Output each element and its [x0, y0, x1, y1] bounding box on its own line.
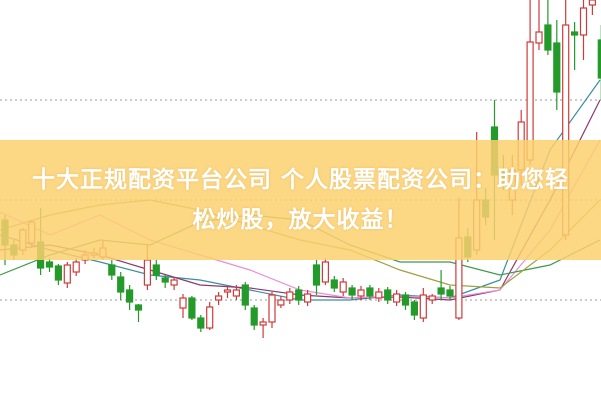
title-banner: 十大正规配资平台公司 个人股票配资公司：助您轻 松炒股，放大收益！	[0, 140, 601, 260]
candle-body	[134, 304, 143, 311]
candle-body	[419, 294, 427, 319]
candle-body	[375, 291, 383, 299]
candle-body	[321, 261, 329, 283]
candle-body	[143, 259, 151, 286]
candle-body	[268, 294, 276, 323]
candle-body	[117, 276, 125, 293]
candle-body	[553, 42, 561, 93]
candle-body	[330, 279, 338, 289]
candle-body	[179, 297, 187, 309]
candle-body	[54, 265, 63, 281]
candle-body	[437, 287, 445, 295]
candle-body	[206, 306, 214, 329]
candle-body	[401, 294, 410, 306]
candle-body	[45, 261, 54, 268]
candle-body	[152, 264, 160, 276]
candle-body	[277, 299, 285, 306]
candle-body	[259, 321, 267, 326]
candle-body	[384, 289, 392, 301]
candle-body	[357, 289, 365, 297]
candle-body	[161, 277, 169, 283]
candle-body	[535, 31, 543, 44]
candle-body	[410, 301, 418, 316]
candle-body	[597, 39, 601, 79]
candle-body	[348, 287, 356, 296]
candle-body	[446, 289, 454, 297]
candle-body	[170, 279, 178, 286]
candle-body	[232, 289, 240, 297]
candle-body	[295, 289, 303, 301]
banner-line-2: 松炒股，放大收益！	[192, 207, 409, 233]
banner-line-1: 十大正规配资平台公司 个人股票配资公司：助您轻	[31, 167, 569, 193]
candle-body	[197, 317, 205, 329]
candle-body	[188, 297, 196, 319]
candle-body	[250, 307, 258, 326]
candle-body	[125, 289, 134, 303]
candle-body	[428, 295, 436, 301]
candle-body	[286, 291, 294, 301]
candle-body	[393, 293, 401, 303]
candle-body	[544, 24, 552, 51]
candle-body	[339, 281, 347, 293]
candle-body	[579, 7, 588, 36]
candle-body	[304, 293, 312, 303]
candle-body	[570, 31, 579, 36]
candle-body	[223, 289, 232, 293]
candle-body	[215, 295, 223, 301]
candle-body	[366, 287, 374, 297]
candle-body	[588, 0, 597, 6]
candle-body	[63, 264, 71, 284]
candle-body	[72, 261, 80, 273]
candle-body	[312, 264, 321, 286]
candle-body	[108, 264, 116, 276]
candle-body	[241, 284, 249, 306]
